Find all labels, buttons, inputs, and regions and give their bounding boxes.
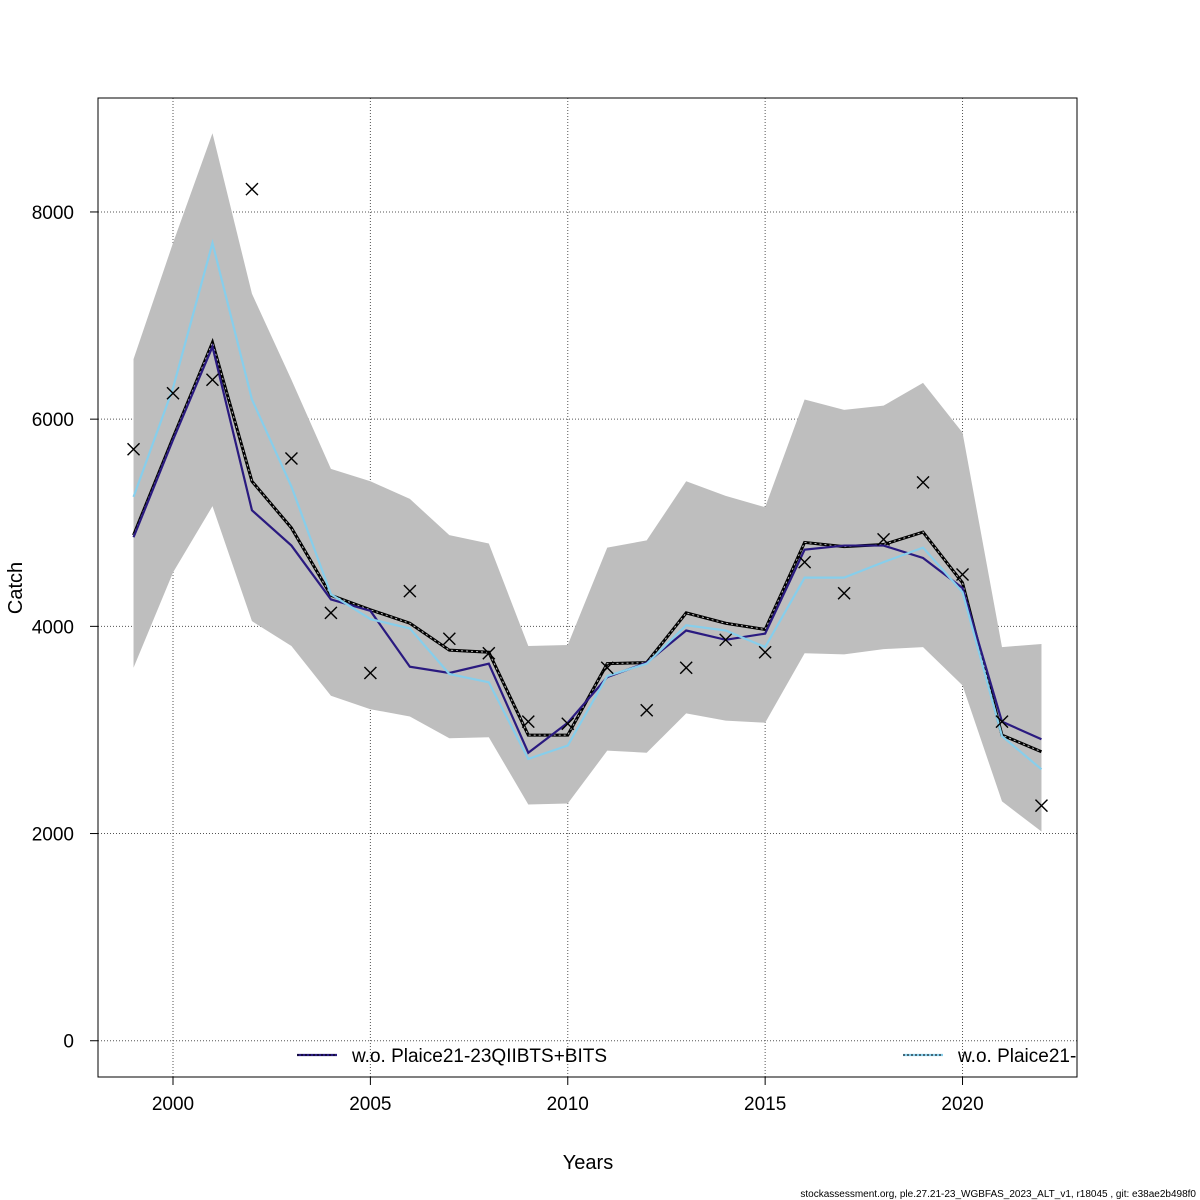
observation-stroke-b — [956, 568, 970, 582]
observation-point-2012 — [640, 703, 654, 717]
observation-stroke-b — [403, 584, 417, 598]
legend-label-1: w.o. Plaice21- — [957, 1046, 1076, 1067]
observation-stroke-b — [1034, 799, 1048, 813]
x-axis-title: Years — [563, 1152, 613, 1174]
observation-stroke-b — [679, 661, 693, 675]
legend: w.o. Plaice21-23QIIBTS+BITS w.o. Plaice21… — [297, 1046, 1076, 1067]
series-line-2 — [132, 238, 1043, 771]
observation-point-2002 — [245, 182, 259, 196]
observation-stroke-b — [521, 715, 535, 729]
observation-stroke-b — [205, 373, 219, 387]
observation-markers — [127, 182, 1048, 813]
observation-point-2014 — [719, 633, 733, 647]
observation-point-2007 — [442, 632, 456, 646]
observation-stroke-b — [482, 646, 496, 660]
axes: 2000 2005 2010 2015 2020 0 2000 4000 6000 8000 — [32, 203, 984, 1115]
observation-stroke-b — [442, 632, 456, 646]
observation-point-2019 — [916, 475, 930, 489]
observation-point-2015 — [758, 645, 772, 659]
y-tick-label-0: 0 — [63, 1032, 74, 1053]
observation-stroke-b — [837, 586, 851, 600]
observation-stroke-b — [324, 606, 338, 620]
confidence-band-group — [133, 133, 1042, 832]
observation-point-2011 — [600, 661, 614, 675]
observation-point-2006 — [403, 584, 417, 598]
y-tick-label-2000: 2000 — [32, 825, 74, 846]
series-line-1 — [132, 343, 1042, 755]
series-line-dash-0 — [133, 340, 1042, 753]
observation-stroke-b — [127, 442, 141, 456]
observation-stroke-b — [916, 475, 930, 489]
observation-point-2022 — [1034, 799, 1048, 813]
x-tick-label-2015: 2015 — [744, 1094, 786, 1115]
observation-stroke-b — [995, 715, 1009, 729]
observation-stroke-b — [561, 717, 575, 731]
observation-stroke-b — [877, 532, 891, 546]
observation-point-2010 — [561, 717, 575, 731]
observation-stroke-b — [363, 666, 377, 680]
observation-point-2005 — [363, 666, 377, 680]
observation-point-2003 — [284, 452, 298, 466]
observation-point-2000 — [166, 386, 180, 400]
x-tick-label-2005: 2005 — [349, 1094, 391, 1115]
observation-point-1999 — [127, 442, 141, 456]
observation-point-2001 — [205, 373, 219, 387]
confidence-band — [133, 133, 1042, 832]
legend-label-0: w.o. Plaice21-23QIIBTS+BITS — [351, 1046, 607, 1067]
observation-stroke-b — [600, 661, 614, 675]
plot-frame — [97, 97, 1078, 1078]
legend-entries: w.o. Plaice21-23QIIBTS+BITS w.o. Plaice21… — [297, 1046, 1076, 1067]
observation-point-2020 — [956, 568, 970, 582]
observation-stroke-b — [245, 182, 259, 196]
observation-point-2016 — [798, 555, 812, 569]
footer-credit: stockassessment.org, ple.27.21-23_WGBFAS… — [800, 1189, 1196, 1200]
y-tick-label-6000: 6000 — [32, 410, 74, 431]
series-group — [132, 238, 1043, 771]
x-tick-label-2000: 2000 — [152, 1094, 194, 1115]
y-axis-title: Catch — [5, 562, 27, 614]
y-tick-label-4000: 4000 — [32, 617, 74, 638]
x-tick-label-2020: 2020 — [941, 1094, 983, 1115]
observation-stroke-b — [166, 386, 180, 400]
observation-stroke-b — [640, 703, 654, 717]
observation-point-2004 — [324, 606, 338, 620]
x-tick-label-2010: 2010 — [547, 1094, 589, 1115]
observation-stroke-b — [758, 645, 772, 659]
observation-point-2008 — [482, 646, 496, 660]
observation-point-2017 — [837, 586, 851, 600]
observation-point-2013 — [679, 661, 693, 675]
observation-stroke-b — [284, 452, 298, 466]
observation-point-2018 — [877, 532, 891, 546]
y-tick-label-8000: 8000 — [32, 203, 74, 224]
observation-stroke-b — [719, 633, 733, 647]
observation-stroke-b — [798, 555, 812, 569]
observation-point-2021 — [995, 715, 1009, 729]
observation-point-2009 — [521, 715, 535, 729]
